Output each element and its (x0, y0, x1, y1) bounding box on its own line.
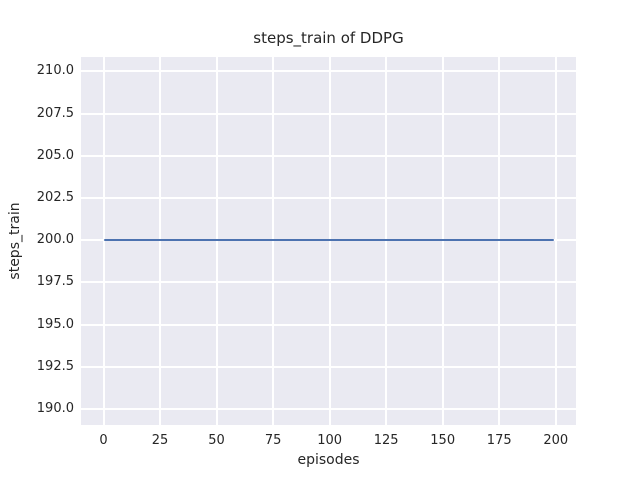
x-tick-label: 25 (151, 433, 169, 448)
y-tick-label: 192.5 (36, 358, 74, 374)
y-gridline (81, 365, 576, 368)
y-tick-label: 202.5 (36, 189, 74, 205)
x-tick-label: 125 (373, 433, 399, 448)
y-tick-label: 190.0 (36, 400, 74, 416)
x-tick-label: 50 (208, 433, 225, 448)
y-gridline (81, 112, 576, 115)
x-tick-label: 75 (264, 433, 282, 448)
x-tick-label: 100 (317, 433, 343, 448)
y-gridline (81, 154, 576, 157)
x-tick-label: 150 (430, 433, 456, 448)
y-gridline (81, 323, 576, 326)
plot-area (81, 57, 576, 425)
y-tick-label: 210.0 (36, 63, 74, 79)
y-tick-label: 207.5 (36, 105, 74, 121)
y-gridline (81, 281, 576, 284)
x-tick-label: 175 (486, 433, 512, 448)
y-tick-label: 205.0 (36, 147, 74, 163)
x-axis-label: episodes (297, 452, 360, 468)
y-gridline (81, 196, 576, 199)
y-gridline (81, 70, 576, 73)
y-tick-label: 197.5 (36, 274, 74, 290)
x-tick-label: 200 (543, 433, 569, 448)
series-line (103, 239, 554, 242)
y-tick-label: 200.0 (36, 232, 74, 248)
x-tick-label: 0 (99, 433, 108, 448)
y-tick-label: 195.0 (36, 316, 74, 332)
chart-title: steps_train of DDPG (253, 29, 404, 47)
y-gridline (81, 407, 576, 410)
